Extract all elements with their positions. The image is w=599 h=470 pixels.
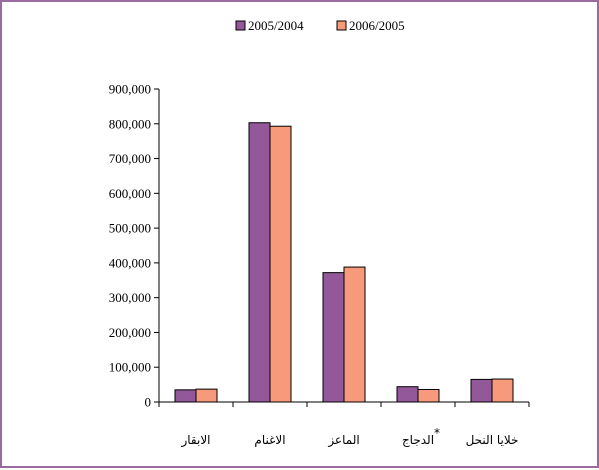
- y-tick-label: 600,000: [109, 186, 151, 201]
- category-label: الدجاج: [402, 433, 434, 447]
- category-label: خلايا النحل: [466, 433, 519, 447]
- bar-series-2: [417, 388, 440, 403]
- bar-series-2: [269, 125, 292, 403]
- legend: 2005/2004 2006/2005: [235, 18, 405, 33]
- y-tick-label: 0: [145, 395, 152, 410]
- legend-swatch: [235, 20, 246, 31]
- bar-series-1: [396, 386, 419, 403]
- bar-series-2: [491, 378, 514, 403]
- bar-series-1: [174, 389, 197, 403]
- bar-series-1: [322, 272, 345, 403]
- category-label: الابقار: [180, 433, 210, 448]
- y-tick-label: 800,000: [109, 116, 151, 131]
- category-footnote-mark: *: [434, 426, 440, 440]
- y-tick-label: 500,000: [109, 221, 151, 236]
- legend-label: 2006/2005: [349, 18, 405, 33]
- y-tick-label: 300,000: [109, 290, 151, 305]
- y-tick-label: 700,000: [109, 151, 151, 166]
- bar-series-2: [343, 266, 366, 403]
- y-axis: 0 100,000 200,000 300,000 400,000 500,000 600,…: [109, 82, 160, 410]
- bar-series-1: [248, 122, 271, 403]
- category-label: الماعز: [327, 433, 359, 448]
- y-tick-label: 200,000: [109, 325, 151, 340]
- bars: [174, 122, 514, 403]
- x-axis: الابقار الاغنام الماعز الدجاج * خلايا النحل: [158, 401, 530, 448]
- category-label: الاغنام: [254, 433, 285, 447]
- legend-swatch: [336, 20, 347, 31]
- y-tick-label: 100,000: [109, 360, 151, 375]
- legend-label: 2005/2004: [248, 18, 304, 33]
- y-tick-label: 400,000: [109, 255, 151, 270]
- bar-series-2: [195, 388, 218, 403]
- y-tick-label: 900,000: [109, 82, 151, 97]
- bar-series-1: [470, 378, 493, 403]
